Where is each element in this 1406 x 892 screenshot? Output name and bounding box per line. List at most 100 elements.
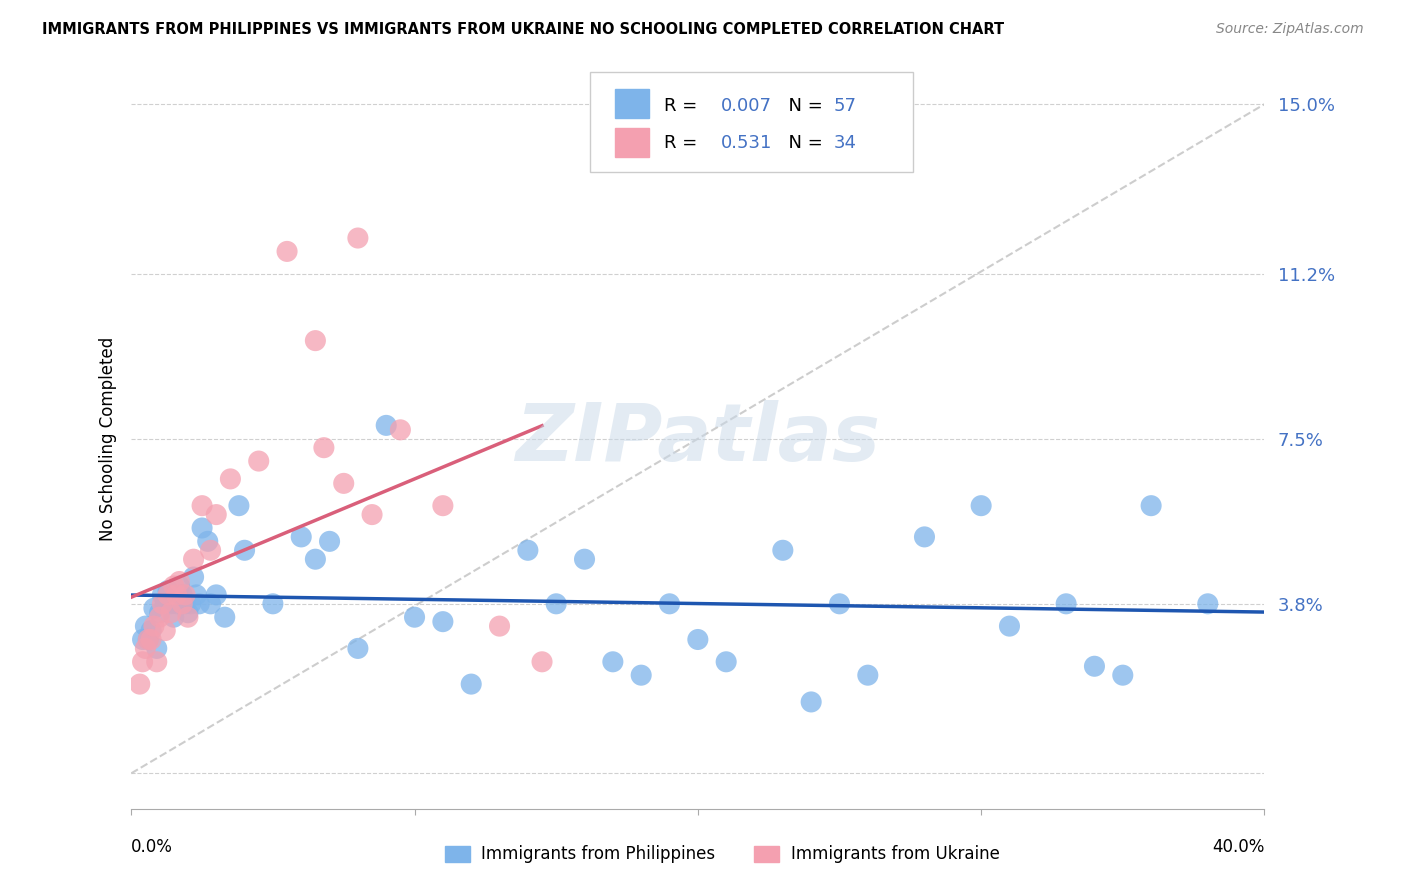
Point: [1054, 597, 1077, 611]
Point: [602, 655, 624, 669]
Point: [205, 508, 228, 522]
Text: ZIPatlas: ZIPatlas: [516, 400, 880, 478]
Point: [174, 597, 197, 611]
Point: [432, 615, 454, 629]
Point: [136, 632, 159, 647]
Point: [134, 619, 156, 633]
Point: [160, 606, 183, 620]
Point: [145, 655, 167, 669]
Point: [174, 588, 197, 602]
Point: [214, 610, 236, 624]
Point: [142, 601, 165, 615]
Text: 0.0%: 0.0%: [131, 838, 173, 855]
Text: 0.007: 0.007: [720, 96, 772, 114]
Point: [262, 597, 284, 611]
Point: [546, 597, 568, 611]
Point: [128, 677, 150, 691]
Point: [148, 610, 170, 624]
Text: IMMIGRANTS FROM PHILIPPINES VS IMMIGRANTS FROM UKRAINE NO SCHOOLING COMPLETED CO: IMMIGRANTS FROM PHILIPPINES VS IMMIGRANT…: [42, 22, 1004, 37]
Point: [148, 606, 170, 620]
Point: [186, 588, 208, 602]
Point: [800, 695, 823, 709]
Point: [312, 441, 335, 455]
Point: [658, 597, 681, 611]
Point: [163, 610, 186, 624]
Point: [714, 655, 737, 669]
Point: [131, 632, 153, 647]
Text: R =: R =: [664, 134, 709, 152]
Text: N =: N =: [778, 96, 828, 114]
Text: Source: ZipAtlas.com: Source: ZipAtlas.com: [1216, 22, 1364, 37]
Point: [155, 597, 177, 611]
Point: [157, 588, 180, 602]
Point: [828, 597, 851, 611]
Point: [1197, 597, 1219, 611]
Point: [136, 632, 159, 647]
Text: 40.0%: 40.0%: [1212, 838, 1264, 855]
Point: [361, 508, 384, 522]
Point: [172, 597, 194, 611]
Point: [686, 632, 709, 647]
Point: [488, 619, 510, 633]
Point: [139, 632, 162, 647]
Point: [139, 624, 162, 638]
Point: [191, 499, 214, 513]
Point: [531, 655, 554, 669]
Point: [152, 597, 174, 611]
Point: [152, 588, 174, 602]
Text: Immigrants from Ukraine: Immigrants from Ukraine: [790, 845, 1000, 863]
Point: [166, 597, 188, 611]
Point: [347, 231, 370, 245]
Point: [574, 552, 596, 566]
Point: [233, 543, 256, 558]
Point: [163, 579, 186, 593]
Point: [169, 574, 191, 589]
Text: 57: 57: [834, 96, 856, 114]
Point: [200, 543, 222, 558]
Point: [332, 476, 354, 491]
Point: [630, 668, 652, 682]
Point: [1140, 499, 1163, 513]
Point: [516, 543, 538, 558]
Point: [375, 418, 398, 433]
Point: [772, 543, 794, 558]
Point: [404, 610, 426, 624]
Point: [177, 606, 200, 620]
Point: [998, 619, 1021, 633]
Point: [347, 641, 370, 656]
Point: [1112, 668, 1135, 682]
Point: [304, 552, 326, 566]
FancyBboxPatch shape: [591, 72, 912, 172]
Point: [205, 588, 228, 602]
FancyBboxPatch shape: [614, 128, 650, 157]
Point: [145, 641, 167, 656]
Point: [160, 597, 183, 611]
Point: [197, 534, 219, 549]
Point: [166, 588, 188, 602]
Text: N =: N =: [778, 134, 828, 152]
Point: [172, 588, 194, 602]
Point: [142, 619, 165, 633]
Point: [180, 597, 202, 611]
Point: [432, 499, 454, 513]
Point: [247, 454, 270, 468]
Point: [219, 472, 242, 486]
Point: [970, 499, 993, 513]
Point: [276, 244, 298, 259]
Text: R =: R =: [664, 96, 703, 114]
Point: [389, 423, 412, 437]
Point: [191, 521, 214, 535]
Point: [318, 534, 340, 549]
Point: [914, 530, 936, 544]
Point: [169, 579, 191, 593]
Point: [155, 624, 177, 638]
Point: [177, 610, 200, 624]
Point: [228, 499, 250, 513]
Point: [460, 677, 482, 691]
Point: [131, 655, 153, 669]
Point: [183, 570, 205, 584]
Point: [304, 334, 326, 348]
Text: 34: 34: [834, 134, 856, 152]
Point: [188, 597, 211, 611]
Text: 0.531: 0.531: [720, 134, 772, 152]
